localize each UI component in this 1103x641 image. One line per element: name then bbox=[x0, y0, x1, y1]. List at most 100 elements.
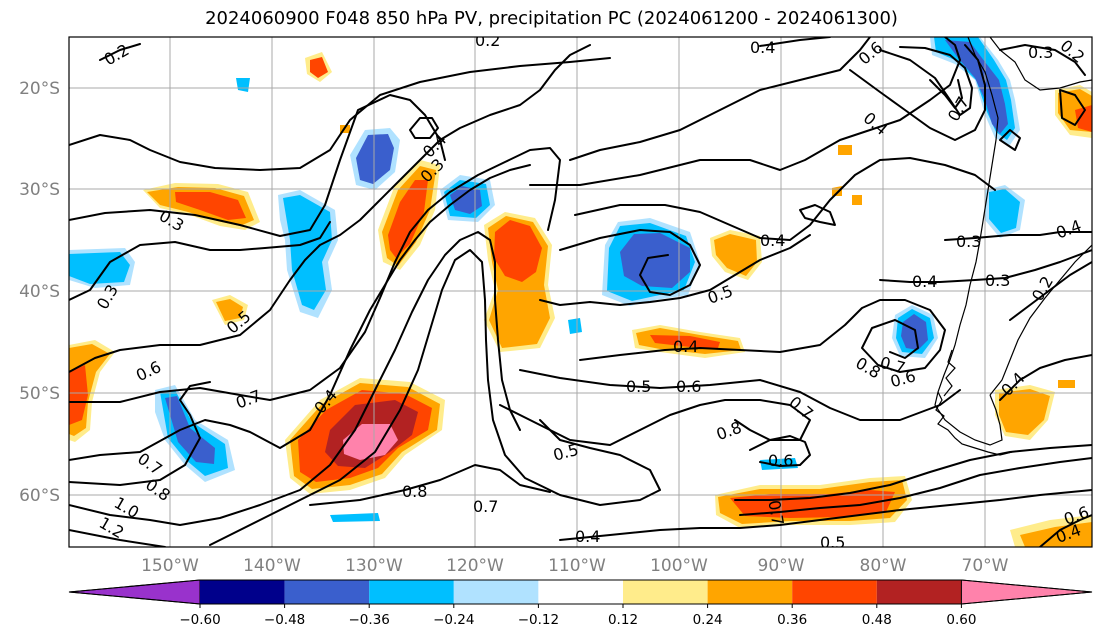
pv-contour-line bbox=[519, 369, 961, 421]
contour-label: 0.3 bbox=[1028, 43, 1053, 62]
precip-neg-region bbox=[236, 78, 250, 92]
pv-contour-line bbox=[929, 79, 963, 109]
map-title: 2024060900 F048 850 hPa PV, precipitatio… bbox=[205, 8, 898, 29]
colorbar-segment bbox=[284, 580, 370, 604]
pv-contour-line bbox=[69, 164, 531, 461]
map-area: 0.2 0.2 0.4 0.6 0.3 0.2 0.7 0.4 0.4 0.3 … bbox=[69, 31, 1092, 552]
precip-pos-region bbox=[216, 299, 243, 321]
coastline-south-america bbox=[935, 391, 1013, 456]
contour-label: 0.5 bbox=[626, 377, 651, 396]
colorbar-segment bbox=[876, 580, 962, 604]
coastline bbox=[934, 37, 1092, 456]
precip-pos-region bbox=[388, 180, 428, 258]
contour-label: 0.6 bbox=[768, 451, 793, 470]
precip-pos-region bbox=[730, 490, 895, 518]
pv-contour-line bbox=[749, 435, 811, 467]
precip-neg-region bbox=[356, 134, 394, 184]
colorbar-tick-label: 0.12 bbox=[608, 612, 638, 628]
coastline-south-america bbox=[943, 349, 956, 397]
precip-pos-region bbox=[494, 220, 542, 282]
pv-contour-line bbox=[69, 57, 611, 171]
precip-pos-region bbox=[69, 365, 88, 425]
precip-pos-region bbox=[650, 335, 720, 348]
contour-label: 0.4 bbox=[750, 38, 775, 57]
lat-label: 60°S bbox=[19, 486, 60, 506]
pv-contour-line bbox=[879, 249, 1092, 283]
pv-contour-line bbox=[1039, 514, 1092, 547]
lat-axis: 20°S 30°S 40°S 50°S 60°S bbox=[19, 79, 60, 506]
contour-label: 0.7 bbox=[764, 499, 787, 527]
lat-label: 20°S bbox=[19, 79, 60, 99]
contour-label: 0.8 bbox=[402, 482, 427, 501]
precip-neg-region bbox=[568, 318, 582, 334]
precip-neg-region bbox=[989, 189, 1020, 233]
precip-pos-region bbox=[310, 57, 328, 78]
pv-contours bbox=[69, 37, 1092, 547]
pv-contour-line bbox=[559, 489, 1092, 541]
precip-pos-region bbox=[175, 192, 246, 220]
colorbar-segment bbox=[707, 580, 793, 604]
pv-contour-line bbox=[849, 44, 986, 141]
lon-label: 100°W bbox=[650, 556, 708, 576]
colorbar-segment bbox=[960, 579, 1093, 605]
pv-contour-line bbox=[309, 464, 551, 506]
gridlines bbox=[69, 37, 1092, 547]
precip-neg-region bbox=[330, 513, 380, 522]
contour-label: 0.5 bbox=[820, 533, 845, 552]
colorbar-segment bbox=[623, 580, 708, 604]
pv-contour-line bbox=[539, 234, 811, 306]
coastline-south-america bbox=[989, 37, 1092, 91]
lon-label: 80°W bbox=[860, 556, 907, 576]
precip-neg-region bbox=[760, 458, 798, 470]
colorbar-tick-label: −0.48 bbox=[264, 612, 305, 628]
pv-contour-line bbox=[999, 44, 1086, 76]
coastline-south-america bbox=[934, 37, 1003, 446]
pv-contour-line bbox=[799, 204, 836, 226]
pv-contour-line bbox=[499, 399, 811, 446]
precip-pos-region bbox=[343, 424, 398, 460]
lon-axis: 150°W 140°W 130°W 120°W 110°W 100°W 90°W… bbox=[141, 556, 1009, 576]
colorbar-tick-label: −0.36 bbox=[349, 612, 390, 628]
precip-pos-region bbox=[838, 145, 852, 155]
contour-label: 0.7 bbox=[473, 497, 498, 516]
pv-contour-line bbox=[569, 37, 871, 161]
lon-label: 110°W bbox=[548, 556, 606, 576]
pv-contour-line bbox=[999, 129, 1021, 151]
lat-label: 50°S bbox=[19, 384, 60, 404]
contour-label: 0.4 bbox=[760, 231, 785, 250]
pv-contour-line bbox=[579, 299, 946, 373]
colorbar-tick-label: 0.24 bbox=[693, 612, 723, 628]
contour-label: 0.4 bbox=[673, 337, 698, 356]
map-frame bbox=[68, 36, 1093, 548]
coastline-south-america bbox=[989, 244, 1092, 396]
pv-contour-line bbox=[559, 229, 701, 296]
contour-label: 0.6 bbox=[676, 377, 701, 396]
colorbar-tick-label: −0.60 bbox=[179, 612, 220, 628]
pv-contour-line bbox=[879, 46, 973, 116]
precip-neg-region bbox=[165, 396, 215, 464]
lon-label: 130°W bbox=[345, 556, 403, 576]
precip-pos-region bbox=[714, 234, 757, 276]
colorbar-tick-label: −0.24 bbox=[433, 612, 474, 628]
colorbar-segment bbox=[538, 580, 623, 604]
pv-contour-line bbox=[574, 157, 996, 241]
contour-label: 0.3 bbox=[985, 271, 1010, 290]
precip-neg-region bbox=[620, 233, 690, 288]
pv-contour-line bbox=[944, 231, 1092, 241]
colorbar-tick-label: −0.12 bbox=[518, 612, 559, 628]
contour-label: 0.2 bbox=[475, 31, 500, 50]
pv-contour-line bbox=[69, 529, 166, 547]
pv-contour-line bbox=[759, 37, 831, 47]
pv-contour-line bbox=[1009, 261, 1092, 321]
colorbar-tick-label: 0.48 bbox=[862, 612, 892, 628]
pv-contour-line bbox=[69, 147, 561, 403]
lat-label: 40°S bbox=[19, 282, 60, 302]
contour-label: 0.4 bbox=[912, 272, 937, 291]
colorbar-ticks bbox=[199, 604, 962, 608]
lon-label: 140°W bbox=[243, 556, 301, 576]
lat-label: 30°S bbox=[19, 180, 60, 200]
pv-contour-line bbox=[69, 44, 591, 373]
precip-neg-region bbox=[450, 186, 482, 214]
pv-contour-line bbox=[734, 444, 1092, 501]
